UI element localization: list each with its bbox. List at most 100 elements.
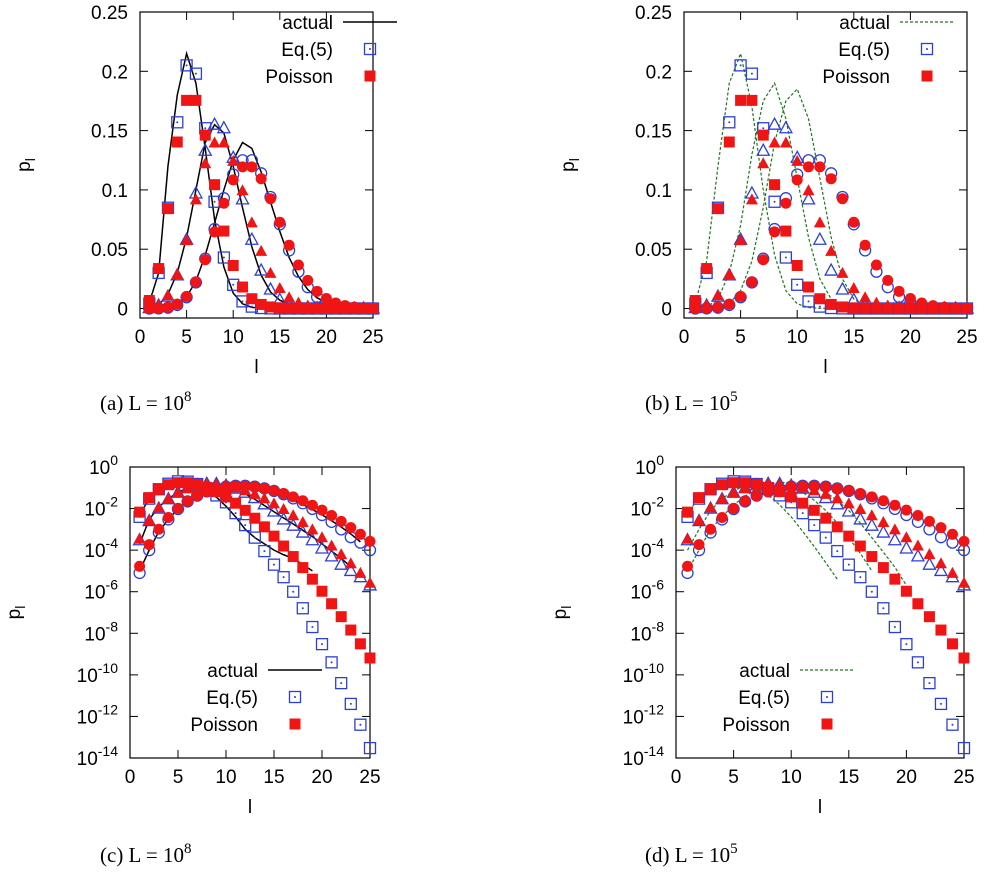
data-point bbox=[712, 301, 724, 313]
legend-label: Eq.(5) bbox=[206, 688, 258, 709]
marker-dot bbox=[241, 300, 244, 303]
marker-dot bbox=[250, 305, 253, 308]
marker-dot bbox=[273, 563, 275, 566]
data-point bbox=[268, 485, 280, 497]
data-point bbox=[264, 301, 276, 313]
marker-shape bbox=[239, 504, 251, 516]
marker-shape bbox=[153, 263, 165, 275]
data-point bbox=[835, 281, 850, 295]
data-point bbox=[836, 266, 849, 278]
x-tick-label: 10 bbox=[787, 327, 808, 348]
data-point bbox=[334, 556, 349, 570]
legend-label: actual bbox=[739, 661, 790, 682]
y-tick-base: 10 bbox=[630, 500, 651, 521]
y-tick-base: 10 bbox=[77, 707, 98, 728]
marker-shape bbox=[814, 293, 826, 305]
data-point bbox=[335, 515, 347, 527]
data-point bbox=[330, 297, 342, 309]
data-point bbox=[865, 585, 878, 598]
marker-shape bbox=[946, 718, 959, 731]
marker-shape bbox=[335, 676, 348, 690]
marker-shape bbox=[288, 690, 302, 704]
marker-shape bbox=[693, 492, 705, 504]
marker-shape bbox=[779, 251, 793, 264]
legend-swatch bbox=[821, 718, 833, 730]
marker-shape bbox=[264, 301, 276, 313]
marker-shape bbox=[326, 598, 338, 610]
data-point bbox=[348, 301, 360, 313]
caption: (a) L = 108 bbox=[100, 389, 191, 415]
data-point bbox=[237, 281, 249, 293]
marker-shape bbox=[180, 59, 193, 72]
data-point bbox=[727, 486, 740, 498]
data-point bbox=[326, 598, 338, 610]
marker-shape bbox=[689, 295, 701, 307]
data-point bbox=[739, 482, 752, 494]
data-point bbox=[273, 281, 286, 293]
data-point bbox=[751, 490, 763, 502]
y-axis-title: pl bbox=[558, 158, 582, 172]
y-tick-base: 10 bbox=[77, 666, 98, 687]
marker-shape bbox=[315, 638, 329, 651]
marker-shape bbox=[227, 259, 239, 271]
data-point bbox=[854, 540, 866, 552]
y-tick-exponent: -4 bbox=[652, 535, 665, 551]
marker-shape bbox=[325, 656, 338, 669]
marker-shape bbox=[877, 602, 890, 615]
y-tick-exponent: 0 bbox=[110, 452, 118, 468]
y-tick-base: 10 bbox=[84, 500, 105, 521]
data-point bbox=[779, 136, 792, 148]
data-point bbox=[320, 293, 332, 305]
data-point bbox=[824, 262, 839, 276]
data-point bbox=[808, 518, 821, 532]
marker-shape bbox=[900, 585, 912, 597]
data-point bbox=[745, 193, 758, 205]
data-point bbox=[893, 300, 906, 312]
panel: 0 5 10 15 20 2510010-210-410-610-810-1010-121… bbox=[550, 452, 975, 867]
data-point bbox=[767, 116, 782, 130]
data-point bbox=[825, 244, 838, 256]
marker-shape bbox=[768, 195, 781, 208]
data-point bbox=[904, 293, 916, 305]
marker-dot bbox=[818, 305, 821, 308]
marker-dot bbox=[963, 747, 965, 750]
data-point bbox=[910, 548, 926, 562]
marker-shape bbox=[866, 551, 878, 563]
data-point bbox=[292, 296, 305, 308]
marker-dot bbox=[762, 127, 765, 130]
data-point bbox=[230, 480, 242, 492]
marker-dot bbox=[369, 48, 371, 50]
data-point bbox=[363, 741, 377, 755]
data-point bbox=[887, 532, 902, 546]
data-point bbox=[785, 481, 797, 493]
marker-dot bbox=[847, 563, 850, 566]
data-point bbox=[814, 293, 826, 305]
y-tick-label: 0.1 bbox=[102, 181, 128, 202]
data-point bbox=[911, 656, 925, 669]
marker-shape bbox=[728, 477, 740, 489]
data-point bbox=[746, 276, 758, 288]
y-tick-label: 0.2 bbox=[102, 62, 128, 83]
data-point bbox=[791, 278, 804, 291]
legend-label: Poisson bbox=[190, 715, 258, 736]
data-point bbox=[235, 191, 250, 205]
caption-exponent: 5 bbox=[730, 389, 738, 405]
data-point bbox=[705, 523, 717, 535]
data-point bbox=[831, 492, 844, 504]
marker-shape bbox=[821, 718, 833, 730]
x-tick-label: 25 bbox=[359, 767, 380, 788]
data-point bbox=[769, 179, 781, 191]
marker-shape bbox=[889, 573, 901, 585]
marker-shape bbox=[820, 690, 834, 704]
data-point bbox=[877, 516, 890, 528]
data-point bbox=[216, 120, 231, 134]
data-point bbox=[831, 521, 843, 533]
data-point bbox=[249, 481, 261, 493]
data-point bbox=[171, 268, 184, 280]
data-point bbox=[934, 531, 948, 544]
data-point bbox=[162, 492, 175, 504]
data-point bbox=[802, 184, 815, 196]
data-point bbox=[808, 504, 820, 516]
marker-shape bbox=[791, 259, 803, 271]
y-tick-exponent: -6 bbox=[652, 577, 665, 593]
